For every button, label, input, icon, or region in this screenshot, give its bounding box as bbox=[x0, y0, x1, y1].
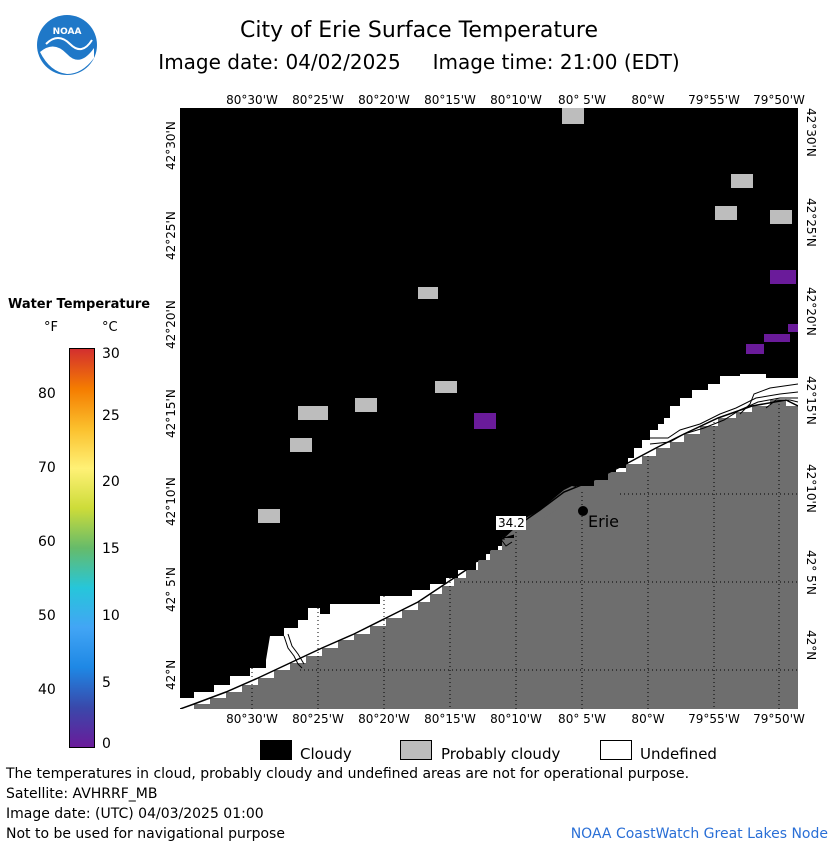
lon-label: 79°50'W bbox=[753, 712, 805, 726]
cloudy-swatch bbox=[260, 740, 292, 760]
f-tick: 60 bbox=[38, 534, 56, 550]
c-tick: 15 bbox=[102, 541, 120, 557]
lon-label: 80° 5'W bbox=[558, 93, 606, 107]
map-grid bbox=[251, 404, 798, 709]
temperature-colorbar bbox=[69, 348, 95, 748]
f-tick: 80 bbox=[38, 386, 56, 402]
lat-label: 42°10'N bbox=[804, 464, 818, 513]
unit-fahrenheit: °F bbox=[44, 320, 58, 335]
probably-cloudy-label: Probably cloudy bbox=[441, 745, 561, 763]
lon-label: 79°50'W bbox=[753, 93, 805, 107]
lon-label: 80°20'W bbox=[358, 93, 410, 107]
cloudy-label: Cloudy bbox=[300, 745, 352, 763]
lat-label: 42°30'N bbox=[164, 121, 178, 170]
lat-label: 42°N bbox=[164, 659, 178, 690]
lon-label: 80°20'W bbox=[358, 712, 410, 726]
lat-label: 42°15'N bbox=[804, 376, 818, 425]
lon-label: 80°25'W bbox=[292, 93, 344, 107]
navigation-warning: Not to be used for navigational purpose bbox=[6, 826, 285, 842]
c-tick: 0 bbox=[102, 736, 111, 752]
lon-label: 80° 5'W bbox=[558, 712, 606, 726]
lat-label: 42° 5'N bbox=[804, 550, 818, 595]
svg-text:NOAA: NOAA bbox=[53, 27, 82, 37]
legend-title: Water Temperature bbox=[7, 297, 151, 312]
c-tick: 30 bbox=[102, 346, 120, 362]
erie-label: Erie bbox=[588, 512, 619, 531]
contour-label: 34.2 bbox=[498, 516, 525, 530]
lat-label: 42°30'N bbox=[804, 108, 818, 157]
shoreline bbox=[180, 399, 798, 709]
probably-cloudy-swatch bbox=[400, 740, 432, 760]
image-time: Image time: 21:00 (EDT) bbox=[432, 50, 680, 74]
f-tick: 40 bbox=[38, 682, 56, 698]
lon-label: 79°55'W bbox=[688, 712, 740, 726]
c-tick: 10 bbox=[102, 608, 120, 624]
utc-date: Image date: (UTC) 04/03/2025 01:00 bbox=[6, 806, 264, 822]
temperature-map: Erie 34.2 bbox=[180, 108, 798, 709]
lat-label: 42°25'N bbox=[164, 211, 178, 260]
lon-label: 80°W bbox=[631, 712, 665, 726]
cold-water-patches bbox=[474, 270, 798, 429]
image-date-time: Image date: 04/02/2025 Image time: 21:00… bbox=[0, 50, 838, 74]
lon-label: 80°10'W bbox=[490, 93, 542, 107]
c-tick: 25 bbox=[102, 408, 120, 424]
c-tick: 20 bbox=[102, 474, 120, 490]
lon-label: 80°25'W bbox=[292, 712, 344, 726]
lat-label: 42°20'N bbox=[804, 287, 818, 336]
noaa-credit: NOAA CoastWatch Great Lakes Node bbox=[570, 826, 828, 842]
f-tick: 50 bbox=[38, 608, 56, 624]
lon-label: 80°30'W bbox=[226, 93, 278, 107]
noaa-logo: NOAA bbox=[37, 15, 97, 75]
image-date: Image date: 04/02/2025 bbox=[158, 50, 401, 74]
lon-label: 80°30'W bbox=[226, 712, 278, 726]
map-title: City of Erie Surface Temperature bbox=[239, 18, 599, 43]
undefined-swatch bbox=[600, 740, 632, 760]
lon-label: 80°15'W bbox=[424, 93, 476, 107]
lat-label: 42°10'N bbox=[164, 477, 178, 526]
lat-label: 42° 5'N bbox=[164, 567, 178, 612]
satellite-info: Satellite: AVHRRF_MB bbox=[6, 786, 158, 802]
erie-marker bbox=[578, 506, 588, 516]
temperature-contours bbox=[283, 383, 798, 669]
lon-label: 80°15'W bbox=[424, 712, 476, 726]
lon-label: 80°10'W bbox=[490, 712, 542, 726]
lat-label: 42°15'N bbox=[164, 389, 178, 438]
disclaimer-note: The temperatures in cloud, probably clou… bbox=[6, 766, 690, 782]
lon-label: 79°55'W bbox=[688, 93, 740, 107]
lat-label: 42°N bbox=[804, 630, 818, 661]
c-tick: 5 bbox=[102, 675, 111, 691]
undefined-label: Undefined bbox=[640, 745, 717, 763]
land-area bbox=[180, 400, 798, 709]
f-tick: 70 bbox=[38, 460, 56, 476]
probably-cloudy-patches bbox=[258, 108, 792, 523]
lon-label: 80°W bbox=[631, 93, 665, 107]
lat-label: 42°25'N bbox=[804, 198, 818, 247]
contour-label-box bbox=[496, 516, 526, 530]
unit-celsius: °C bbox=[102, 320, 118, 335]
lat-label: 42°20'N bbox=[164, 300, 178, 349]
